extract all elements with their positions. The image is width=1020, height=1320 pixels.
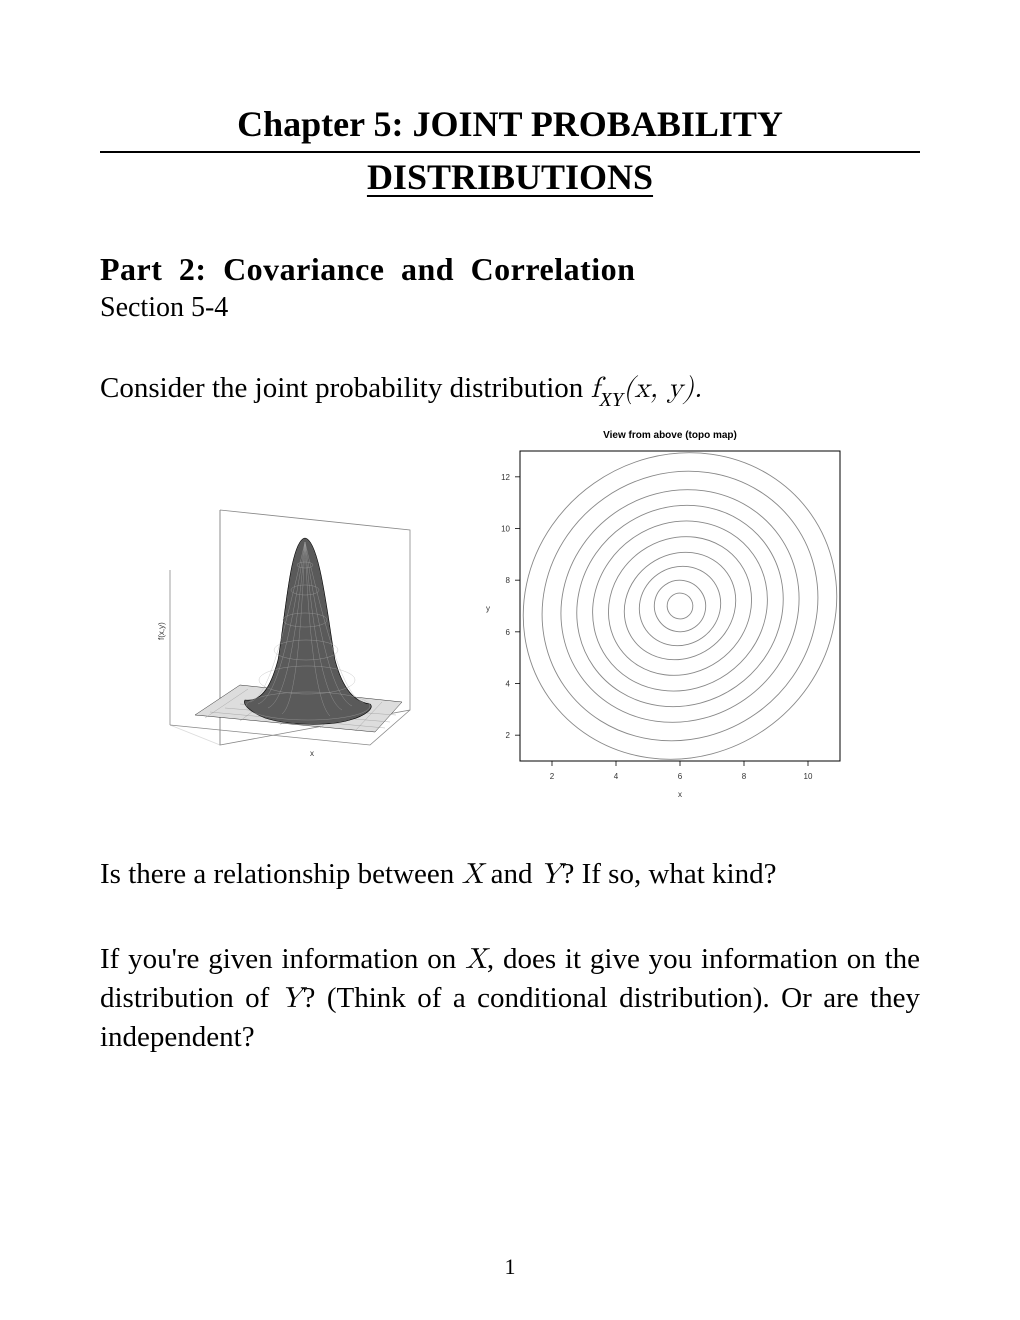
contour-level xyxy=(470,441,870,801)
contour-level xyxy=(515,444,845,770)
figure-contour-plot: View from above (topo map) 2 4 6 8 10 2 4 6 8 10… xyxy=(470,430,870,810)
q1-mid: and xyxy=(483,858,539,890)
math-sub-xy: XY xyxy=(599,389,623,411)
contour-xlabel: x xyxy=(678,790,682,799)
surface-mesh xyxy=(195,538,402,732)
chapter-title-line2: DISTRIBUTIONS xyxy=(100,153,920,202)
contour-ylabel: y xyxy=(486,604,490,613)
contour-level xyxy=(624,551,737,662)
contour-level xyxy=(489,441,870,795)
q1-pre: Is there a relationship between xyxy=(100,858,462,890)
q2-pre: If you're given information on xyxy=(100,943,465,975)
contour-ytick-label: 6 xyxy=(506,628,511,637)
contour-ytick-label: 12 xyxy=(501,473,510,482)
chapter-title-line1: Chapter 5: JOINT PROBABILITY xyxy=(100,100,920,153)
contour-plot-box xyxy=(520,451,840,761)
question-2: If you're given information on X, does i… xyxy=(100,940,920,1057)
zlabel: f(x,y) xyxy=(157,622,166,640)
contour-xtick-label: 10 xyxy=(804,772,813,781)
figure-3d-surface: f(x,y) x xyxy=(150,480,450,760)
document-page: Chapter 5: JOINT PROBABILITY DISTRIBUTIO… xyxy=(0,0,1020,1097)
math-args: (x, y). xyxy=(623,374,702,403)
intro-paragraph: Consider the joint probability distribut… xyxy=(100,369,920,412)
page-number: 1 xyxy=(0,1254,1020,1280)
contour-level xyxy=(644,571,716,643)
contour-xtick-label: 8 xyxy=(742,772,747,781)
contour-ytick-label: 8 xyxy=(506,577,511,586)
contour-xtick-label: 4 xyxy=(614,772,619,781)
section-label: Section 5-4 xyxy=(100,292,920,324)
contour-level xyxy=(559,487,801,725)
contour-ytick-label: 2 xyxy=(506,732,511,741)
q1-post: ? If so, what kind? xyxy=(561,858,776,890)
contour-ytick-label: 4 xyxy=(506,680,511,689)
part-title: Part 2: Covariance and Correlation xyxy=(100,251,920,288)
chapter-title: Chapter 5: JOINT PROBABILITY DISTRIBUTIO… xyxy=(100,100,920,201)
contour-level xyxy=(603,531,757,682)
contour-title: View from above (topo map) xyxy=(470,430,870,441)
contour-level xyxy=(662,588,698,624)
contour-xtick-label: 2 xyxy=(550,772,555,781)
xlabel-3d: x xyxy=(310,749,314,758)
contour-xtick-label: 6 xyxy=(678,772,683,781)
q2-x: X xyxy=(465,945,487,974)
contour-level xyxy=(581,509,779,703)
figure-row: f(x,y) x View from above (topo map) 2 4 6 8… xyxy=(100,430,920,810)
q1-x: X xyxy=(462,860,484,889)
question-1: Is there a relationship between X and Y?… xyxy=(100,855,920,894)
q2-y: Y xyxy=(281,984,303,1013)
intro-text: Consider the joint probability distribut… xyxy=(100,372,591,404)
q1-y: Y xyxy=(540,860,562,889)
contour-ytick-label: 10 xyxy=(501,525,510,534)
